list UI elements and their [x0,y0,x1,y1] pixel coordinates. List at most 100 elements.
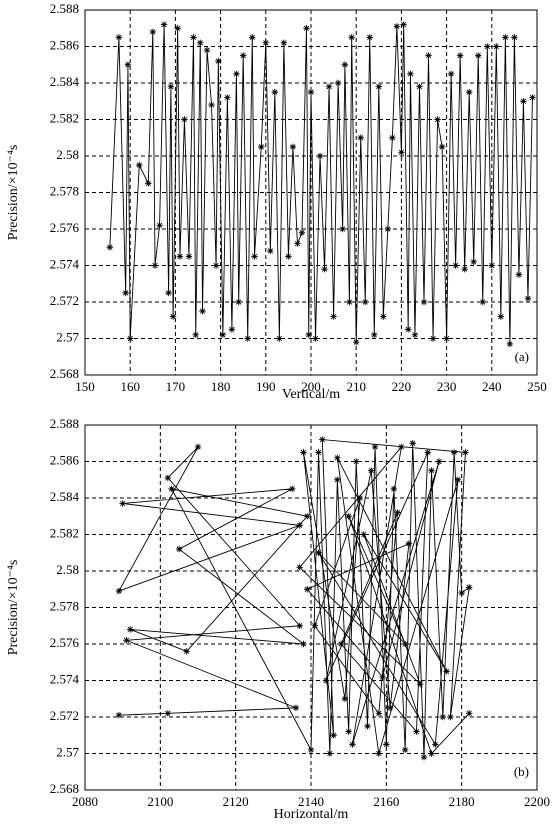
data-point [386,704,394,712]
x-tick-label: 210 [346,379,366,394]
data-point [292,704,300,712]
data-point [345,513,352,520]
data-point [167,83,175,90]
x-tick-label: 150 [75,379,95,394]
y-tick-label: 2.584 [50,489,80,504]
data-point [145,180,152,187]
data-point [235,298,242,306]
data-point [417,680,424,688]
y-tick-label: 2.574 [50,256,80,271]
data-point [325,83,333,90]
data-point [443,335,450,342]
x-tick-label: 240 [482,379,502,394]
data-point [194,443,202,451]
data-point [258,143,265,151]
y-tick-label: 2.588 [50,416,79,431]
y-tick-label: 2.588 [50,1,79,16]
data-point [506,340,514,348]
data-point [312,335,319,342]
data-point [429,335,437,342]
data-point [435,458,443,465]
data-point [407,70,414,78]
data-point [160,21,168,28]
data-point [389,134,396,141]
data-point [219,331,227,339]
data-point [398,443,405,451]
data-point [330,732,337,739]
data-point [298,229,306,236]
data-point [316,152,324,160]
data-point [228,326,236,333]
data-point [174,25,181,32]
y-tick-label: 2.586 [50,37,80,52]
data-point [169,313,177,320]
data-point [294,240,301,247]
data-point [300,640,307,648]
y-tick-label: 2.58 [56,562,79,577]
data-point [375,83,382,90]
data-point [192,331,199,339]
data-point [524,295,532,302]
data-point [322,677,330,684]
data-point [488,262,495,269]
y-tick-label: 2.572 [50,293,79,308]
data-point [212,262,220,269]
data-point [176,253,184,260]
x-tick-label: 2140 [298,794,324,809]
data-point [520,98,527,105]
data-point [296,522,303,529]
data-point [115,34,123,41]
data-point [251,253,258,260]
data-point [123,637,130,644]
data-point [124,61,132,68]
data-point [127,626,134,633]
data-point [240,52,247,59]
data-point [122,289,129,297]
data-point [165,289,172,297]
data-point [447,70,455,78]
data-point [380,313,387,320]
data-point [296,564,303,571]
data-point [461,265,468,273]
data-point [462,449,469,456]
data-point [164,474,172,482]
x-tick-label: 2180 [449,794,475,809]
data-point [439,713,447,721]
data-point [244,335,251,342]
data-point [398,149,405,156]
x-axis-label: Vertical/m [282,387,340,402]
y-tick-label: 2.582 [50,110,79,125]
data-point [371,331,378,339]
data-point [296,622,303,629]
data-point [341,61,349,68]
data-line [109,24,533,344]
x-tick-label: 170 [166,379,186,394]
data-point [300,449,307,456]
data-point [375,710,382,717]
data-point [339,225,346,233]
data-point [416,83,423,90]
data-point [475,52,482,59]
data-point [215,57,222,65]
data-point [443,668,450,675]
data-point [262,39,269,47]
data-point [249,34,256,41]
data-point [315,549,322,556]
data-point [364,722,371,730]
data-point [456,52,464,59]
data-point [280,39,288,47]
data-point [393,23,401,30]
y-tick-label: 2.576 [50,635,80,650]
data-point [405,540,413,547]
data-point [466,88,473,96]
panel: 2.568 2.57 2.572 2.574 2.576 2.578 2.58 2.582 2.… [6,416,550,822]
data-point [224,94,231,101]
data-point [458,589,465,597]
y-tick-label: 2.57 [56,744,79,759]
x-tick-label: 2200 [524,794,550,809]
data-point [379,673,386,681]
y-axis-label: Precision/×10⁻⁴s [6,145,21,241]
data-point [127,335,134,342]
data-point [348,34,355,41]
axes-frame [84,9,538,376]
